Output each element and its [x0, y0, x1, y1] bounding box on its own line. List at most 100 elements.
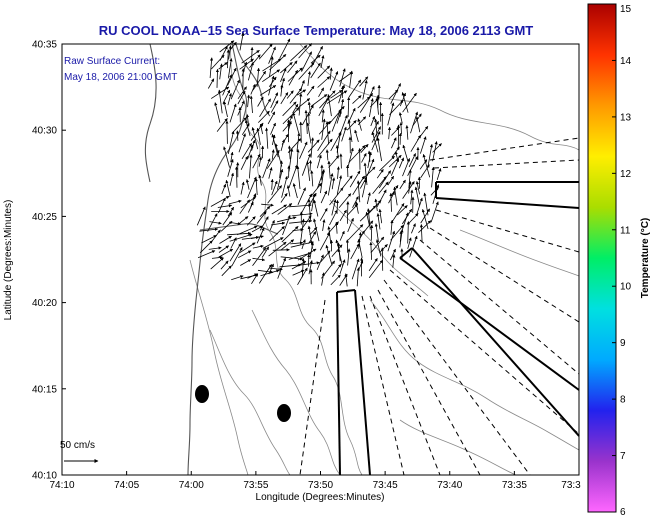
current-vector [317, 65, 331, 79]
current-vector [266, 149, 280, 169]
current-vector [328, 105, 345, 125]
current-vector [252, 247, 267, 267]
current-vector [421, 208, 429, 230]
current-vector [229, 243, 242, 262]
current-vector [261, 246, 270, 258]
current-vector [408, 181, 412, 194]
current-vector [258, 43, 273, 60]
current-vector [306, 85, 315, 96]
current-vector [387, 230, 396, 252]
current-vector [376, 189, 387, 207]
current-vector [290, 240, 314, 248]
current-vector [410, 111, 419, 134]
current-vector [222, 212, 233, 226]
colorbar-ticks: 15 14 13 12 11 10 9 8 7 6 [612, 3, 632, 518]
current-vector [250, 235, 264, 239]
current-vector [415, 116, 421, 133]
current-vector [196, 206, 206, 226]
current-vector [399, 179, 406, 190]
current-vector [214, 102, 221, 123]
current-vector [299, 141, 308, 159]
current-vector [407, 237, 412, 249]
current-vector [388, 191, 395, 204]
current-vector [209, 221, 222, 225]
current-vector [297, 267, 308, 286]
plot-area [62, 44, 579, 475]
current-vector [244, 119, 251, 137]
y-tick-label: 40:10 [32, 471, 57, 482]
current-vector [371, 126, 381, 143]
current-vector [318, 87, 325, 98]
current-vector [414, 186, 420, 207]
current-vector [277, 216, 297, 223]
current-vector [286, 90, 294, 99]
current-vector [268, 167, 273, 179]
station-marker-west [195, 385, 209, 403]
current-vector [207, 213, 218, 232]
current-vector [258, 174, 262, 186]
current-vector [258, 264, 272, 284]
current-vector [374, 198, 378, 212]
x-axis-label: Longitude (Degrees:Minutes) [256, 492, 385, 503]
current-vector [330, 132, 342, 152]
current-vector [391, 127, 400, 136]
current-vector [247, 144, 254, 159]
current-vector [359, 76, 369, 87]
current-vector [238, 250, 252, 259]
current-vector [329, 209, 338, 226]
current-vector [268, 263, 274, 275]
current-vector [230, 237, 237, 249]
solid-beam-south-b [354, 289, 371, 476]
current-vector [241, 68, 245, 91]
current-vector [374, 223, 379, 242]
current-vector [387, 175, 395, 186]
current-vector [297, 248, 317, 261]
current-vector [270, 92, 279, 109]
current-vector [347, 248, 351, 266]
current-vector [229, 172, 234, 186]
current-vector [432, 143, 442, 153]
current-vector [292, 183, 298, 199]
current-vector [258, 110, 270, 123]
current-vector [399, 229, 404, 248]
current-vector [211, 54, 225, 70]
current-vector [349, 70, 354, 88]
current-vector [354, 129, 359, 143]
current-vector [339, 209, 347, 222]
current-vector [371, 131, 381, 151]
current-vector [217, 89, 223, 114]
current-vector [229, 103, 237, 123]
current-vector [268, 76, 277, 88]
current-vector [397, 205, 408, 216]
current-vector [398, 112, 403, 124]
current-vector [320, 190, 328, 204]
current-vector [307, 71, 312, 86]
current-vector [321, 109, 325, 123]
current-vector [317, 138, 333, 158]
current-vector [282, 214, 291, 236]
current-vector [218, 248, 234, 258]
current-vector [256, 211, 267, 224]
current-vector [391, 137, 397, 149]
current-vector [239, 242, 256, 253]
current-vector [256, 127, 261, 145]
current-vector [250, 83, 256, 95]
current-vector [220, 220, 233, 232]
current-vector [277, 203, 293, 215]
colorbar-tick-label: 7 [620, 451, 626, 462]
current-vector [296, 132, 301, 151]
x-axis: 74:10 74:05 74:00 73:55 73:50 73:45 73:40 73:35… [49, 471, 581, 491]
current-vector [369, 241, 373, 260]
current-vector [311, 193, 316, 212]
current-vector [237, 90, 246, 105]
current-vector [277, 168, 284, 190]
current-vector [408, 153, 416, 168]
current-vector [376, 169, 384, 179]
current-vector [389, 99, 404, 116]
current-vector [238, 216, 249, 225]
y-tick-label: 40:20 [32, 298, 57, 309]
y-axis-label: Latitude (Degrees:Minutes) [3, 200, 14, 321]
current-vector [223, 101, 228, 118]
current-vector [270, 221, 286, 226]
current-vector [290, 45, 308, 62]
